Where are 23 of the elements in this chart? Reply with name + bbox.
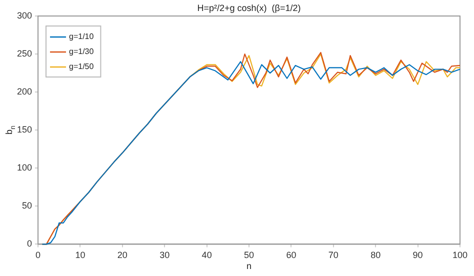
x-tick-label: 20 xyxy=(117,250,128,260)
x-tick-label: 50 xyxy=(244,250,254,260)
x-tick-label: 70 xyxy=(328,250,338,260)
x-tick-label: 60 xyxy=(286,250,296,260)
y-tick-label: 50 xyxy=(22,200,32,211)
y-tick-label: 250 xyxy=(16,48,32,59)
x-axis-title: n xyxy=(246,261,252,272)
x-tick-label: 100 xyxy=(452,250,468,260)
legend-label: g=1/50 xyxy=(69,62,94,72)
x-tick-label: 30 xyxy=(160,250,170,260)
x-tick-label: 40 xyxy=(202,250,212,260)
x-tick-label: 10 xyxy=(75,250,86,260)
x-tick-label: 80 xyxy=(370,250,381,260)
chart-title: H=p²/2+g cosh(x) (β=1/2) xyxy=(197,3,301,13)
y-tick-label: 100 xyxy=(16,162,32,173)
x-tick-label: 0 xyxy=(36,250,41,260)
y-tick-label: 300 xyxy=(16,10,32,20)
y-tick-label: 0 xyxy=(27,238,32,249)
y-tick-label: 150 xyxy=(16,124,32,135)
legend-label: g=1/30 xyxy=(69,47,94,56)
legend-label: g=1/10 xyxy=(69,32,94,42)
y-tick-label: 200 xyxy=(16,86,32,97)
x-tick-label: 90 xyxy=(412,250,423,260)
